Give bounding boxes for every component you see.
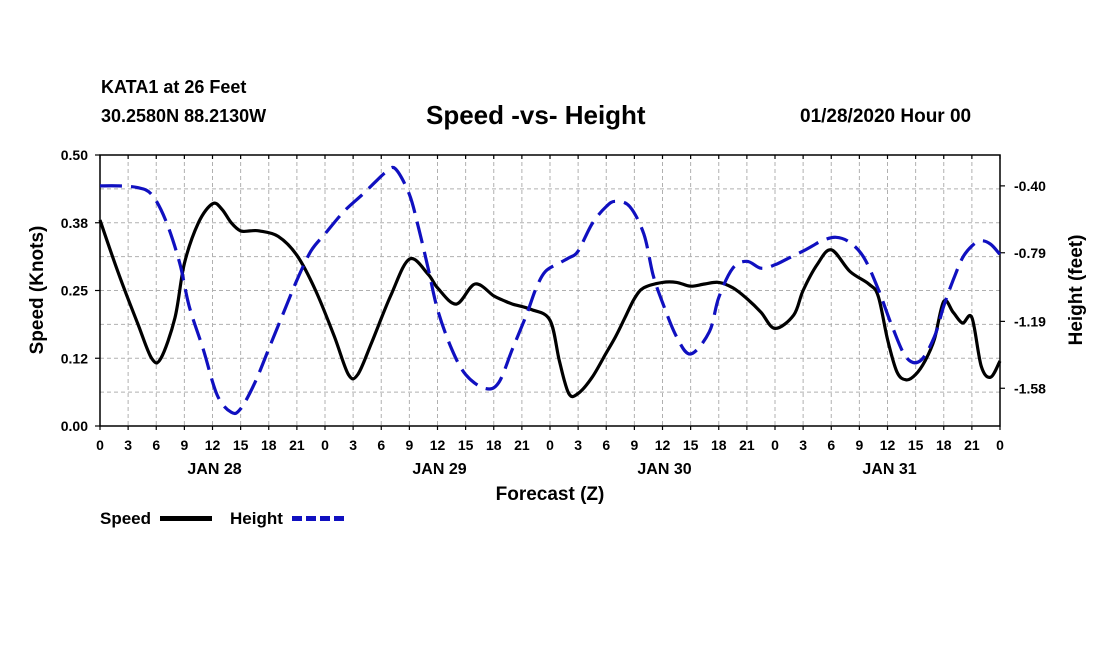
x-tick-label: 12 — [205, 437, 221, 453]
y2-tick-label: -0.40 — [1014, 178, 1046, 194]
y2-tick-label: -1.58 — [1014, 380, 1046, 396]
x-tick-label: 0 — [771, 437, 779, 453]
x-tick-label: 21 — [739, 437, 755, 453]
series — [98, 165, 1002, 416]
axis-ticks: 0.00 0.12 0.25 0.38 0.50 -0.40 -0.79 -1.19 -1.58… — [61, 147, 1046, 478]
legend-height-swatch — [292, 516, 344, 521]
y-tick-label: 0.50 — [61, 147, 88, 163]
y-axis-label: Speed (Knots) — [27, 226, 48, 355]
x-tick-label: 3 — [124, 437, 132, 453]
speed-series-line — [98, 201, 1002, 399]
x-tick-label: 15 — [233, 437, 249, 453]
legend-speed-label: Speed — [100, 509, 152, 528]
x-tick-label: 21 — [514, 437, 530, 453]
day-label: JAN 29 — [412, 461, 466, 478]
y2-axis-label: Height (feet) — [1066, 235, 1087, 346]
legend-height-label: Height — [230, 509, 283, 528]
x-tick-label: 15 — [683, 437, 699, 453]
forecast-timestamp: 01/28/2020 Hour 00 — [800, 106, 972, 127]
y-tick-label: 0.38 — [61, 215, 88, 231]
day-label: JAN 30 — [637, 461, 691, 478]
day-label: JAN 28 — [187, 461, 241, 478]
x-tick-label: 18 — [261, 437, 277, 453]
x-tick-label: 3 — [799, 437, 807, 453]
y-tick-label: 0.12 — [61, 350, 88, 366]
x-tick-label: 9 — [855, 437, 863, 453]
x-tick-label: 15 — [908, 437, 924, 453]
x-axis-label: Forecast (Z) — [496, 484, 605, 505]
y-tick-label: 0.25 — [61, 283, 88, 299]
y2-tick-label: -0.79 — [1014, 245, 1046, 261]
y-tick-label: 0.00 — [61, 418, 88, 434]
x-tick-label: 21 — [289, 437, 305, 453]
y2-tick-label: -1.19 — [1014, 313, 1046, 329]
x-tick-label: 21 — [964, 437, 980, 453]
x-tick-label: 9 — [405, 437, 413, 453]
x-tick-label: 18 — [936, 437, 952, 453]
station-label: KATA1 at 26 Feet — [101, 77, 247, 97]
x-tick-label: 0 — [321, 437, 329, 453]
x-tick-label: 3 — [349, 437, 357, 453]
x-tick-label: 18 — [486, 437, 502, 453]
grid — [100, 155, 1000, 426]
x-tick-label: 0 — [996, 437, 1004, 453]
x-tick-label: 6 — [602, 437, 610, 453]
x-tick-label: 12 — [655, 437, 671, 453]
x-tick-label: 18 — [711, 437, 727, 453]
day-label: JAN 31 — [862, 461, 916, 478]
x-tick-label: 12 — [430, 437, 446, 453]
x-tick-label: 12 — [880, 437, 896, 453]
x-tick-label: 3 — [574, 437, 582, 453]
x-tick-label: 15 — [458, 437, 474, 453]
x-tick-label: 6 — [827, 437, 835, 453]
x-tick-label: 0 — [546, 437, 554, 453]
x-tick-label: 6 — [377, 437, 385, 453]
x-tick-label: 9 — [180, 437, 188, 453]
station-coordinates: 30.2580N 88.2130W — [101, 106, 267, 126]
legend-speed-swatch — [160, 516, 212, 521]
chart-title: Speed -vs- Height — [426, 100, 646, 130]
height-series-line — [99, 165, 1002, 416]
x-tick-label: 0 — [96, 437, 104, 453]
x-tick-label: 6 — [152, 437, 160, 453]
x-tick-label: 9 — [630, 437, 638, 453]
